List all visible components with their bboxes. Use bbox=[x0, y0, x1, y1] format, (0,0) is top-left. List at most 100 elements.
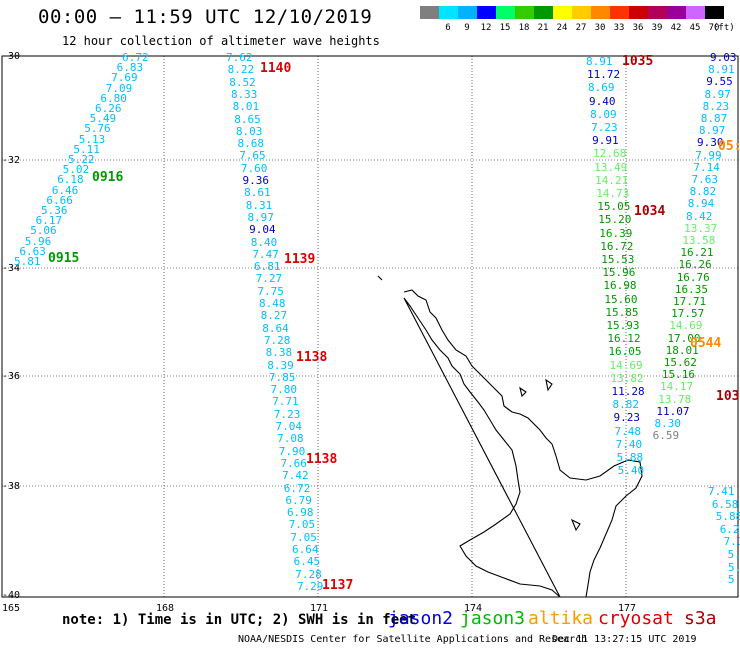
legend-label: 12 bbox=[480, 23, 492, 33]
wave-height-value: 8.97 bbox=[704, 87, 731, 101]
pass-time-label: 0916 bbox=[92, 170, 124, 185]
pass-time-label: 103 bbox=[716, 389, 740, 404]
wave-height-value: 6.18 bbox=[57, 173, 84, 187]
wave-height-value: 8.91 bbox=[708, 63, 735, 77]
wave-height-value: 9.91 bbox=[592, 134, 619, 148]
wave-height-value: 6.80 bbox=[100, 91, 127, 105]
lon-label: 168 bbox=[156, 603, 175, 614]
wave-height-value: 6.63 bbox=[19, 244, 46, 258]
wave-height-value: 9.55 bbox=[706, 75, 733, 89]
wave-height-value: 8.94 bbox=[687, 197, 715, 211]
wave-height-value: 5.88 bbox=[715, 510, 740, 524]
color-legend: 6 9 12 15 18 21 24 27 30 33 36 39 42 45 70 bbox=[420, 6, 730, 36]
wave-height-value: 15.62 bbox=[663, 356, 697, 369]
pass-time-label: 1138 bbox=[306, 452, 338, 467]
wave-height-value: 7.65 bbox=[239, 149, 266, 163]
wave-height-value: 15.96 bbox=[602, 266, 636, 280]
wave-height-value: 8.87 bbox=[700, 112, 728, 125]
wave-height-value: 14.73 bbox=[596, 187, 630, 200]
wave-height-value: 6.58 bbox=[711, 497, 739, 511]
wave-height-value: 15.60 bbox=[604, 292, 638, 306]
legend-swatch bbox=[420, 6, 439, 19]
wave-height-value: 7.28 bbox=[263, 333, 291, 347]
wave-height-value: 6.59 bbox=[652, 429, 680, 443]
wave-height-value: 9.04 bbox=[249, 223, 276, 237]
wave-height-value: 13.37 bbox=[684, 221, 718, 235]
wave-height-value: 7.09 bbox=[105, 81, 133, 95]
wave-height-value: 11.72 bbox=[587, 68, 621, 82]
wave-height-value: 7.60 bbox=[240, 161, 268, 175]
wave-height-value: 7.05 bbox=[288, 518, 316, 532]
wave-height-value: 6.98 bbox=[287, 506, 314, 520]
lon-label: 174 bbox=[464, 603, 483, 614]
wave-height-value: 5.96 bbox=[24, 234, 52, 248]
wave-height-value: 6.26 bbox=[95, 102, 122, 115]
wave-height-value: 8.91 bbox=[586, 55, 613, 68]
wave-height-value: 7.71 bbox=[272, 395, 299, 409]
wave-height-value: 15.05 bbox=[597, 200, 631, 214]
wave-height-value: 5.11 bbox=[73, 142, 100, 156]
legend-label: 15 bbox=[499, 23, 511, 33]
wave-height-value: 9.30 bbox=[697, 136, 724, 150]
wave-height-value: 8.97 bbox=[247, 210, 274, 224]
wave-height-value: 7.14 bbox=[693, 160, 720, 174]
wave-height-value: 5.88 bbox=[616, 451, 644, 464]
wave-height-value: 8.38 bbox=[265, 346, 293, 360]
footnote: note: 1) Time is in UTC; 2) SWH is in fe… bbox=[62, 612, 417, 628]
wave-height-value: 14.21 bbox=[595, 173, 629, 187]
legend-label: 9 bbox=[464, 23, 470, 33]
legend-swatch bbox=[629, 6, 648, 19]
wave-height-value: 7.1 bbox=[723, 535, 740, 549]
wave-height-value: 6.66 bbox=[46, 193, 73, 207]
wave-height-value: 8.52 bbox=[229, 75, 256, 89]
wave-height-value: 8.97 bbox=[698, 124, 726, 138]
wave-height-value: 7.99 bbox=[695, 148, 722, 162]
page-title: 00:00 – 11:59 UTC 12/10/2019 bbox=[38, 6, 373, 28]
legend-label: 18 bbox=[518, 23, 530, 33]
new-zealand-coastline bbox=[377, 275, 643, 598]
wave-height-value: 11.28 bbox=[611, 385, 645, 398]
wave-height-value: 8.68 bbox=[237, 137, 265, 151]
wave-height-value: 7.90 bbox=[278, 444, 306, 458]
legend-swatch bbox=[515, 6, 534, 19]
wave-height-value: 16.76 bbox=[676, 270, 710, 284]
wave-height-value: 5.81 bbox=[14, 255, 41, 268]
map-frame bbox=[1, 55, 739, 598]
lat-label: -32 bbox=[2, 155, 21, 166]
wave-height-value: 13.49 bbox=[594, 160, 628, 174]
wave-height-value: 17.71 bbox=[673, 295, 707, 308]
wave-height-value: 7.63 bbox=[691, 173, 719, 186]
legend-swatch bbox=[458, 6, 477, 19]
wave-height-value: 6.81 bbox=[254, 260, 281, 274]
legend-label: 24 bbox=[556, 23, 568, 33]
wave-height-value: 18.01 bbox=[665, 343, 699, 357]
timestamp: Dec 11 13:27:15 UTC 2019 bbox=[552, 634, 697, 645]
wave-height-value: 8.30 bbox=[654, 417, 682, 430]
wave-height-value: 14.17 bbox=[660, 380, 694, 394]
wave-height-value: 13.82 bbox=[610, 371, 644, 385]
legend-swatch bbox=[705, 6, 724, 19]
wave-height-value: 7.85 bbox=[268, 370, 296, 384]
wave-height-value: 8.42 bbox=[685, 209, 713, 223]
wave-height-value: 9.03 bbox=[710, 51, 737, 64]
wave-height-value: 5.49 bbox=[89, 112, 117, 126]
wave-height-value: 8.31 bbox=[245, 198, 273, 212]
wave-height-value: 7.47 bbox=[252, 247, 279, 261]
wave-height-value: 8.23 bbox=[702, 99, 730, 113]
wave-height-value: 6.72 bbox=[283, 481, 311, 495]
satellite-cryosat: cryosat bbox=[598, 608, 674, 629]
wave-height-value: 6.28 bbox=[719, 522, 740, 536]
wave-height-value: 5.06 bbox=[30, 224, 57, 238]
wave-height-value: 6.83 bbox=[116, 61, 144, 75]
wave-height-value: 6.17 bbox=[35, 214, 63, 228]
wave-height-value: 8.39 bbox=[267, 358, 294, 372]
wave-height-value: 7.05 bbox=[290, 530, 317, 544]
legend-swatch bbox=[610, 6, 629, 19]
wave-height-value: 8.65 bbox=[234, 112, 261, 126]
legend-label: 27 bbox=[575, 23, 587, 33]
wave-height-value: 5.13 bbox=[78, 132, 106, 146]
legend-swatch bbox=[477, 6, 496, 19]
wave-height-value: 16.72 bbox=[600, 239, 634, 253]
wave-height-value: 17.57 bbox=[671, 307, 705, 321]
pass-time-label: 1140 bbox=[260, 61, 292, 76]
